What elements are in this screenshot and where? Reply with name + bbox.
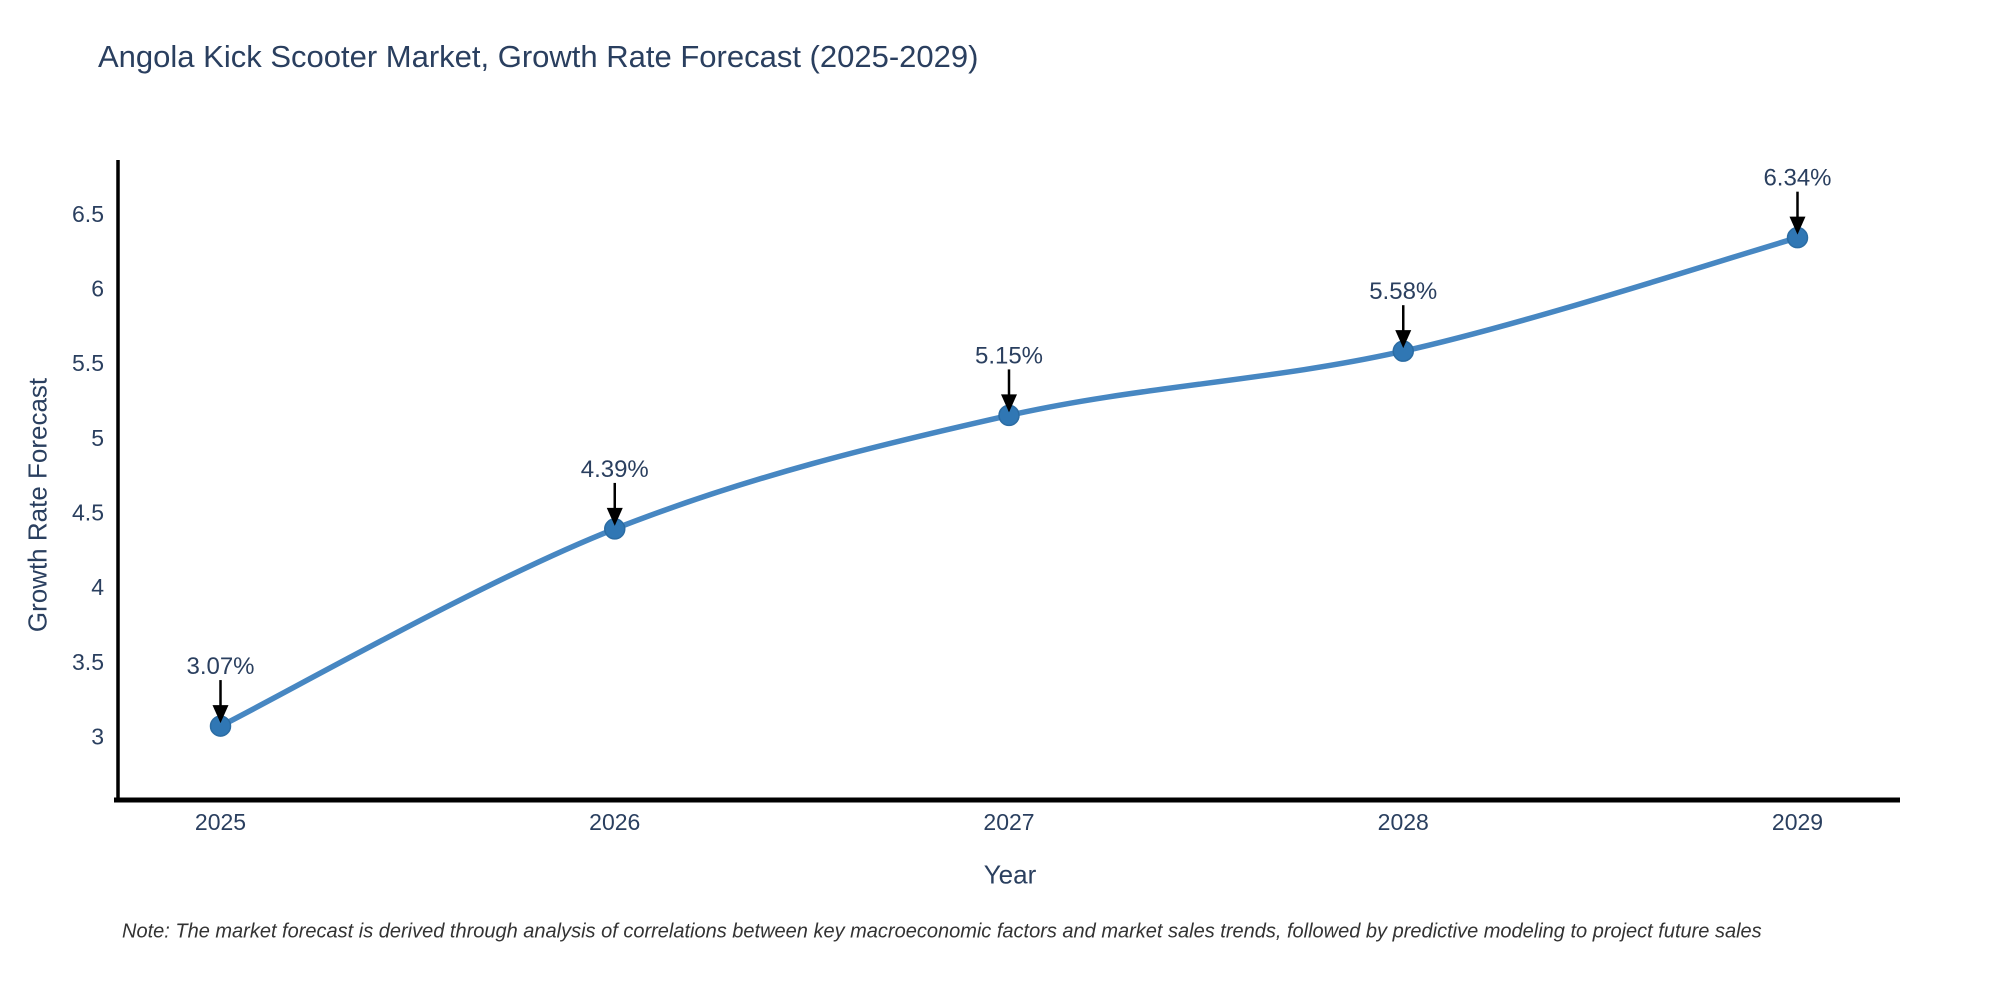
- y-tick-label: 3: [91, 724, 104, 750]
- y-tick-label: 4.5: [72, 499, 104, 525]
- x-tick-label: 2028: [1378, 809, 1429, 835]
- y-tick-label: 5.5: [72, 350, 104, 376]
- x-axis-title: Year: [983, 859, 1037, 890]
- annotation-label: 6.34%: [1763, 165, 1831, 192]
- footnote: Note: The market forecast is derived thr…: [122, 920, 1762, 943]
- annotation-arrow-head: [212, 705, 229, 724]
- x-tick-label: 2025: [195, 809, 246, 835]
- annotation-arrow-head: [1001, 394, 1017, 413]
- x-tick-label: 2027: [983, 809, 1034, 835]
- annotation-label: 5.58%: [1369, 278, 1437, 305]
- y-tick-label: 6.5: [72, 201, 104, 227]
- x-tick-label: 2026: [589, 809, 640, 835]
- y-tick-label: 3.5: [72, 649, 104, 675]
- annotation-label: 3.07%: [186, 653, 254, 680]
- trend-line: [217, 234, 1801, 729]
- y-tick-label: 6: [91, 275, 104, 301]
- y-tick-label: 4: [91, 574, 104, 600]
- annotation-arrow-head: [606, 507, 623, 526]
- chart-title: Angola Kick Scooter Market, Growth Rate …: [98, 39, 979, 74]
- y-tick-label: 5: [91, 425, 104, 451]
- annotation-label: 5.15%: [975, 342, 1043, 369]
- annotation-arrow-head: [1789, 216, 1806, 235]
- annotation-label: 4.39%: [581, 456, 649, 483]
- x-tick-label: 2029: [1772, 809, 1823, 835]
- y-axis-title: Growth Rate Forecast: [22, 377, 53, 633]
- annotation-arrow-head: [1395, 330, 1412, 349]
